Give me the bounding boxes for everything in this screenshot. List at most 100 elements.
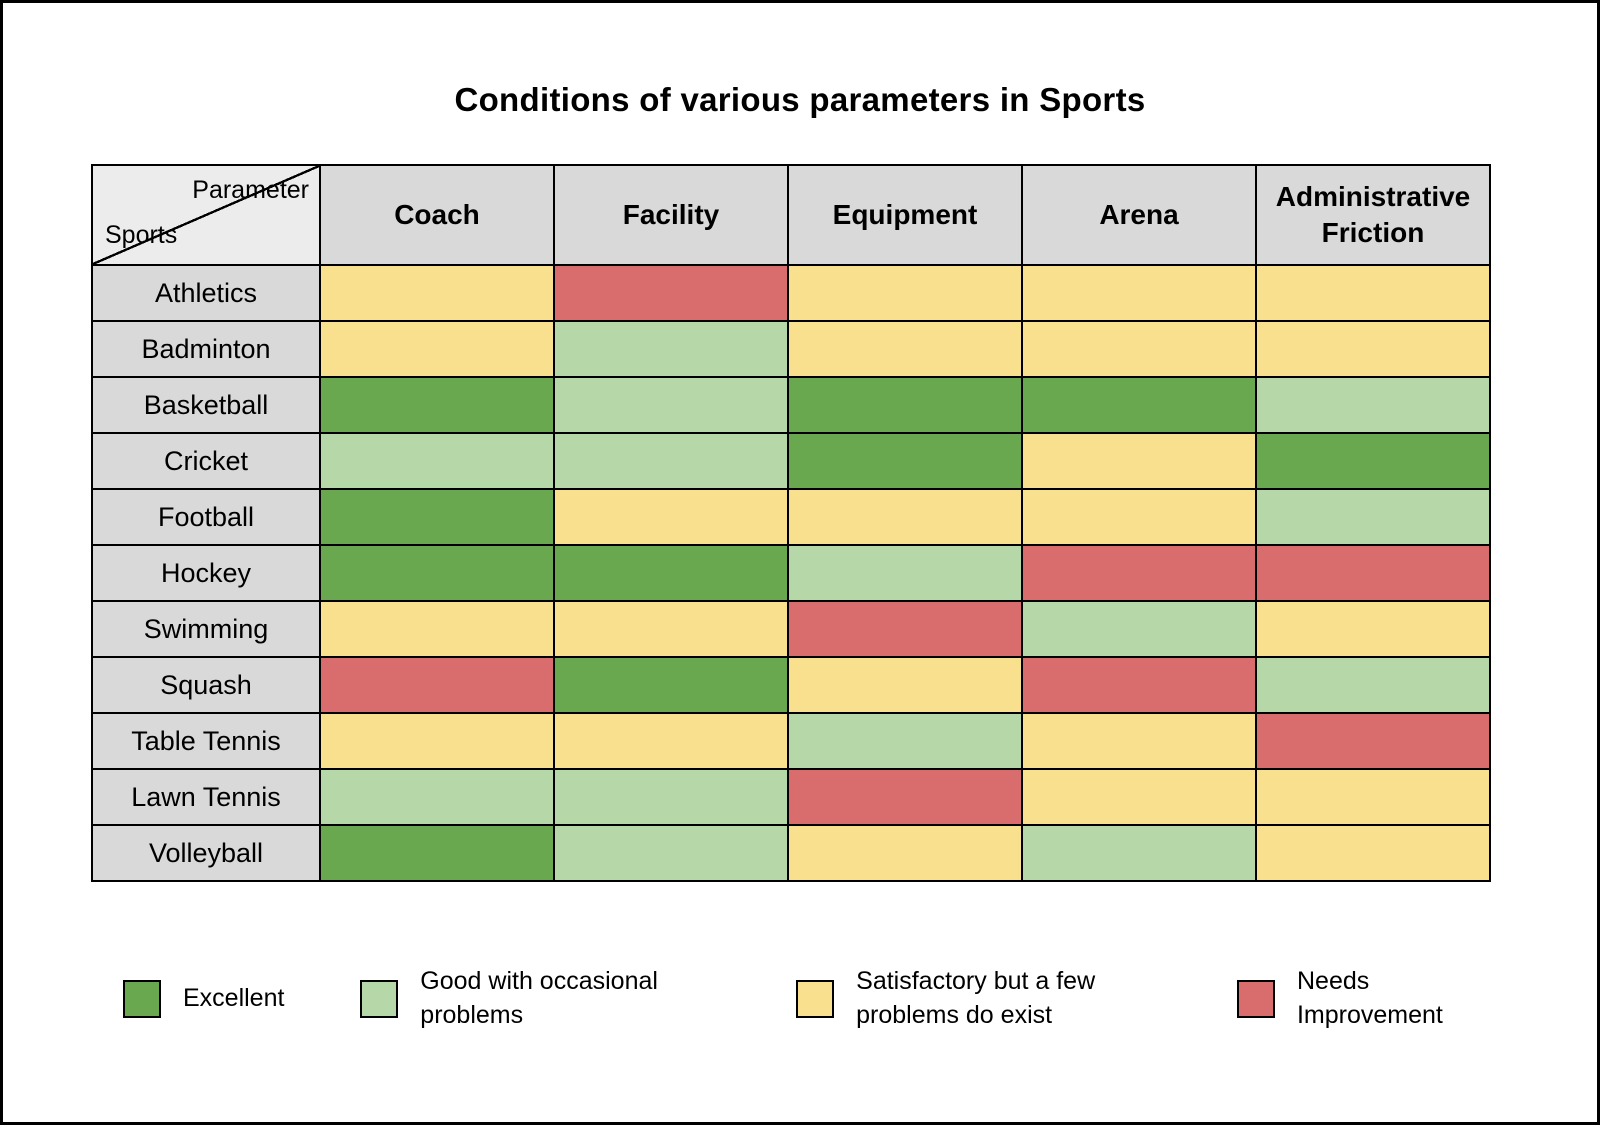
table-row: Athletics <box>91 264 1491 322</box>
legend-label: Satisfactory but a few problems do exist <box>856 967 1096 1029</box>
table-row: Football <box>91 488 1491 546</box>
table-row: Lawn Tennis <box>91 768 1491 826</box>
condition-cell-satisfactory <box>1021 488 1257 546</box>
condition-cell-good <box>1255 656 1491 714</box>
condition-cell-satisfactory <box>1255 768 1491 826</box>
row-header-football: Football <box>91 488 321 546</box>
condition-cell-satisfactory <box>1021 264 1257 322</box>
table-row: Squash <box>91 656 1491 714</box>
condition-cell-good <box>553 432 789 490</box>
condition-cell-satisfactory <box>787 264 1023 322</box>
row-header-badminton: Badminton <box>91 320 321 378</box>
condition-cell-needs_improvement <box>787 768 1023 826</box>
corner-cell: Parameter Sports <box>91 164 321 266</box>
legend-label: Needs Improvement <box>1296 967 1443 1029</box>
legend-swatch-satisfactory <box>796 979 835 1018</box>
condition-cell-excellent <box>319 544 555 602</box>
condition-cell-needs_improvement <box>1255 544 1491 602</box>
condition-cell-good <box>1021 600 1257 658</box>
condition-cell-excellent <box>1021 376 1257 434</box>
table-row: Swimming <box>91 600 1491 658</box>
condition-cell-satisfactory <box>1255 824 1491 882</box>
condition-cell-good <box>1255 376 1491 434</box>
legend-label: Good with occasional problems <box>420 967 658 1029</box>
condition-cell-satisfactory <box>553 600 789 658</box>
chart-title: Conditions of various parameters in Spor… <box>454 81 1146 118</box>
row-header-table-tennis: Table Tennis <box>91 712 321 770</box>
condition-cell-satisfactory <box>1021 768 1257 826</box>
condition-cell-excellent <box>787 432 1023 490</box>
condition-cell-good <box>787 712 1023 770</box>
condition-cell-excellent <box>1255 432 1491 490</box>
condition-cell-needs_improvement <box>553 264 789 322</box>
column-header-equipment: Equipment <box>787 164 1023 266</box>
legend-item-excellent: Excellent <box>123 979 285 1018</box>
condition-cell-needs_improvement <box>319 656 555 714</box>
table-row: Badminton <box>91 320 1491 378</box>
condition-cell-excellent <box>787 376 1023 434</box>
legend-label: Excellent <box>183 983 285 1012</box>
header-row: Parameter Sports Coach Facility Equipment A… <box>91 164 1491 266</box>
row-header-hockey: Hockey <box>91 544 321 602</box>
legend-item-needs_improvement: Needs Improvement <box>1236 965 1477 1033</box>
condition-cell-satisfactory <box>1255 600 1491 658</box>
table-row: Cricket <box>91 432 1491 490</box>
condition-cell-satisfactory <box>787 656 1023 714</box>
condition-cell-satisfactory <box>1021 320 1257 378</box>
legend-item-good: Good with occasional problems <box>360 965 720 1033</box>
condition-cell-satisfactory <box>787 320 1023 378</box>
column-header-coach: Coach <box>319 164 555 266</box>
column-header-administrative-friction: Administrative Friction <box>1255 164 1491 266</box>
row-header-squash: Squash <box>91 656 321 714</box>
condition-cell-good <box>319 432 555 490</box>
table-row: Table Tennis <box>91 712 1491 770</box>
condition-cell-satisfactory <box>319 264 555 322</box>
condition-cell-excellent <box>553 544 789 602</box>
condition-cell-satisfactory <box>319 600 555 658</box>
row-header-lawn-tennis: Lawn Tennis <box>91 768 321 826</box>
legend-swatch-needs_improvement <box>1236 979 1275 1018</box>
condition-cell-excellent <box>553 656 789 714</box>
condition-cell-good <box>787 544 1023 602</box>
row-header-cricket: Cricket <box>91 432 321 490</box>
condition-cell-good <box>553 768 789 826</box>
row-header-basketball: Basketball <box>91 376 321 434</box>
condition-cell-satisfactory <box>1021 432 1257 490</box>
condition-cell-satisfactory <box>553 712 789 770</box>
condition-cell-excellent <box>319 488 555 546</box>
condition-cell-excellent <box>319 376 555 434</box>
condition-cell-needs_improvement <box>1021 544 1257 602</box>
conditions-table: Parameter Sports Coach Facility Equipment A… <box>91 164 1491 882</box>
condition-cell-good <box>1255 488 1491 546</box>
row-header-swimming: Swimming <box>91 600 321 658</box>
legend: Excellent Good with occasional problems Sa… <box>123 965 1477 1033</box>
condition-cell-good <box>1021 824 1257 882</box>
column-header-facility: Facility <box>553 164 789 266</box>
row-header-athletics: Athletics <box>91 264 321 322</box>
legend-swatch-good <box>360 979 399 1018</box>
condition-cell-good <box>553 824 789 882</box>
condition-cell-good <box>319 768 555 826</box>
condition-cell-good <box>553 320 789 378</box>
condition-cell-excellent <box>319 824 555 882</box>
column-header-arena: Arena <box>1021 164 1257 266</box>
corner-sports-label: Sports <box>105 221 178 249</box>
condition-cell-satisfactory <box>787 824 1023 882</box>
condition-cell-satisfactory <box>1255 320 1491 378</box>
condition-cell-satisfactory <box>319 712 555 770</box>
row-header-volleyball: Volleyball <box>91 824 321 882</box>
table-row: Basketball <box>91 376 1491 434</box>
condition-cell-satisfactory <box>1021 712 1257 770</box>
condition-cell-satisfactory <box>319 320 555 378</box>
condition-cell-needs_improvement <box>1021 656 1257 714</box>
condition-cell-satisfactory <box>553 488 789 546</box>
table-row: Volleyball <box>91 824 1491 882</box>
condition-cell-satisfactory <box>1255 264 1491 322</box>
table-row: Hockey <box>91 544 1491 602</box>
condition-cell-needs_improvement <box>787 600 1023 658</box>
legend-swatch-excellent <box>123 979 161 1018</box>
condition-cell-needs_improvement <box>1255 712 1491 770</box>
corner-parameter-label: Parameter <box>192 176 309 204</box>
condition-cell-good <box>553 376 789 434</box>
